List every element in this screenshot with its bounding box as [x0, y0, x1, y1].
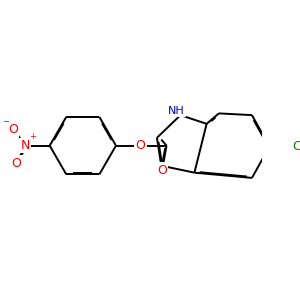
Text: +: +: [29, 132, 36, 141]
Text: O: O: [8, 123, 18, 136]
Text: O: O: [135, 139, 145, 152]
Text: O: O: [12, 157, 22, 169]
Text: NH: NH: [168, 106, 184, 116]
Text: Cl: Cl: [292, 140, 300, 153]
Text: N: N: [21, 139, 30, 152]
Text: O: O: [157, 164, 167, 177]
Text: −: −: [2, 118, 9, 127]
